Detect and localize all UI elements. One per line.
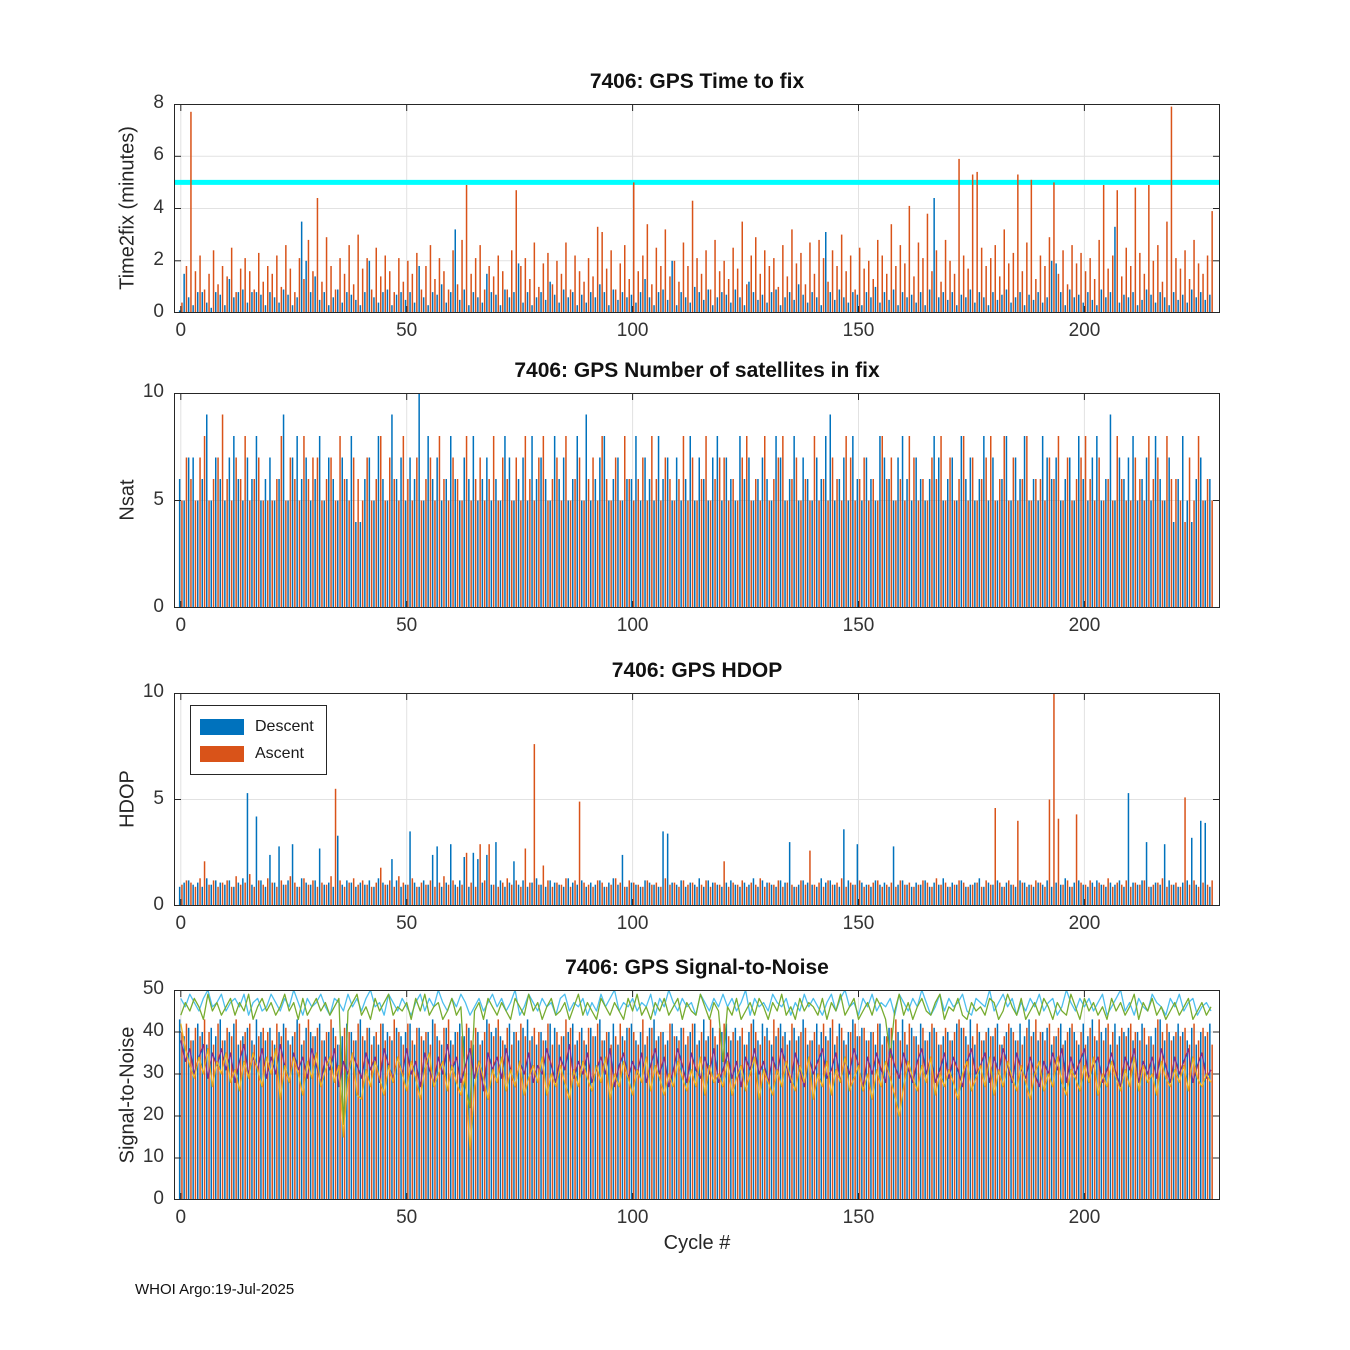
legend-label-descent: Descent [255, 717, 314, 735]
axes-box [174, 990, 1220, 1200]
descent-swatch-icon [200, 718, 244, 735]
y-tick-label: 6 [153, 144, 164, 166]
x-tick-label: 200 [1068, 615, 1101, 636]
ascent-series [181, 693, 1213, 906]
x-tick-label: 200 [1068, 320, 1101, 341]
ascent-swatch-icon [200, 745, 244, 762]
chart-canvas-hdop [174, 693, 1220, 906]
x-tick-label: 100 [616, 615, 649, 636]
gridlines [174, 693, 1220, 906]
descent-series [178, 393, 1211, 608]
x-tick-label: 150 [842, 615, 875, 636]
chart-canvas-nsat [174, 393, 1220, 608]
chart-canvas-time2fix [174, 104, 1220, 313]
x-tick-label: 0 [175, 1207, 187, 1228]
y-tick-label: 0 [153, 301, 164, 322]
subplot-gps-snr: 0 50 100 150 200 0 10 20 30 40 50 [143, 978, 1220, 1228]
x-tick-label: 200 [1068, 1207, 1101, 1228]
descent-series [178, 793, 1211, 906]
x-tick-label: 100 [616, 913, 649, 934]
y-tick-label: 10 [142, 1146, 164, 1167]
x-tick-label: 150 [842, 913, 875, 934]
chart-title-nsat: 7406: GPS Number of satellites in fix [514, 359, 880, 382]
x-axis-label: Cycle # [663, 1232, 731, 1254]
subplot-gps-hdop: Descent Ascent 0 50 100 150 200 0 5 10 [143, 681, 1220, 934]
y-tick-label: 10 [142, 681, 164, 702]
x-tick-label: 50 [396, 1207, 418, 1228]
x-tick-label: 100 [616, 1207, 649, 1228]
x-tick-label: 50 [396, 320, 418, 341]
ascent-series [181, 414, 1213, 608]
x-tick-label: 0 [175, 913, 187, 934]
legend-label-ascent: Ascent [255, 744, 304, 762]
y-tick-label: 40 [142, 1020, 164, 1041]
axes-box [174, 393, 1220, 608]
y-tick-label: 0 [153, 1188, 164, 1209]
descent-series [178, 1019, 1211, 1200]
y-tick-label: 5 [153, 787, 164, 809]
y-tick-label: 2 [153, 248, 164, 270]
yellow-line-series [180, 1023, 1212, 1151]
x-tick-label: 200 [1068, 913, 1101, 934]
x-tick-label: 150 [842, 1207, 875, 1228]
subplot-gps-time-to-fix: 0 50 100 150 200 0 2 4 6 8 [153, 92, 1220, 341]
axes-box [174, 693, 1220, 906]
subplot-gps-nsat: 0 50 100 150 200 0 5 10 [143, 381, 1220, 636]
x-tick-label: 50 [396, 913, 418, 934]
x-tick-label: 0 [175, 615, 187, 636]
x-tick-label: 0 [175, 320, 187, 341]
y-tick-label: 8 [153, 92, 164, 113]
y-axis-label-snr: Signal-to-Noise [116, 1026, 139, 1164]
y-tick-label: 0 [153, 596, 164, 617]
y-tick-label: 20 [142, 1104, 164, 1125]
y-tick-label: 30 [142, 1062, 164, 1083]
x-tick-label: 150 [842, 320, 875, 341]
chart-title-snr: 7406: GPS Signal-to-Noise [565, 956, 829, 979]
y-tick-label: 0 [153, 894, 164, 915]
legend-row-ascent: Ascent [200, 740, 314, 767]
y-tick-label: 5 [153, 488, 164, 510]
cyan-line-series [180, 990, 1212, 1016]
footer-text: WHOI Argo:19-Jul-2025 [135, 1281, 295, 1298]
y-tick-label: 4 [153, 196, 164, 218]
y-tick-label: 50 [142, 978, 164, 999]
chart-canvas-snr [174, 990, 1220, 1200]
y-tick-label: 10 [142, 381, 164, 402]
legend: Descent Ascent [190, 705, 327, 775]
chart-title-time2fix: 7406: GPS Time to fix [589, 70, 805, 93]
ascent-series [181, 1019, 1213, 1200]
green-line-series [180, 993, 1212, 1126]
x-tick-label: 50 [396, 615, 418, 636]
ascent-series [181, 106, 1213, 313]
x-tick-label: 100 [616, 320, 649, 341]
descent-series [178, 198, 1211, 313]
axes-box [174, 104, 1220, 313]
legend-row-descent: Descent [200, 713, 314, 740]
chart-title-hdop: 7406: GPS HDOP [611, 659, 783, 682]
